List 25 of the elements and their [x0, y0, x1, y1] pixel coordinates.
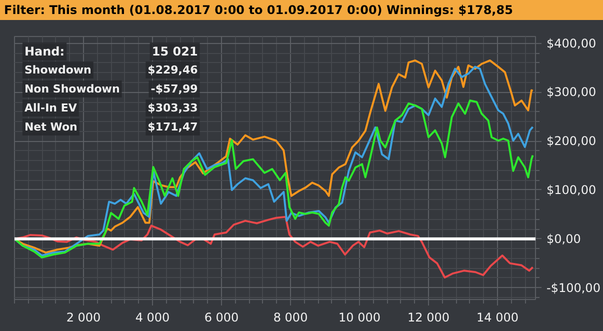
y-tick-label: $200,00: [546, 134, 596, 148]
y-tick-label: $100,00: [546, 183, 596, 197]
annotation: -$57,99: [150, 82, 198, 96]
y-tick-label: $0,00: [546, 232, 581, 246]
y-tick-label: $400,00: [546, 36, 596, 50]
annotation: Hand:: [24, 44, 65, 58]
x-tick-label: 10 000: [338, 310, 381, 324]
x-tick-label: 8 000: [273, 310, 308, 324]
x-tick-label: 2 000: [66, 310, 101, 324]
annotation: $171,47: [148, 120, 198, 134]
annotation: All-In EV: [24, 102, 78, 114]
x-tick-label: 6 000: [204, 310, 239, 324]
annotation: Non Showdown: [24, 82, 120, 96]
y-tick-label: $300,00: [546, 85, 596, 100]
line-series: [14, 100, 534, 258]
annotation: $229,46: [148, 64, 198, 76]
x-tick-label: 12 000: [408, 310, 450, 324]
annotation: $303,33: [148, 102, 198, 114]
annotation: Showdown: [24, 64, 92, 76]
x-tick-label: 4 000: [135, 310, 170, 324]
annotation: Net Won: [24, 120, 78, 134]
x-tick-label: 14 000: [476, 310, 519, 324]
y-tick-label: -$100,00: [546, 280, 600, 295]
chart-title: Filter: This month (01.08.2017 0:00 to 01.09.2017 0:00) Winnings: $178,85: [4, 2, 513, 19]
annotation: 15 021: [152, 44, 198, 58]
